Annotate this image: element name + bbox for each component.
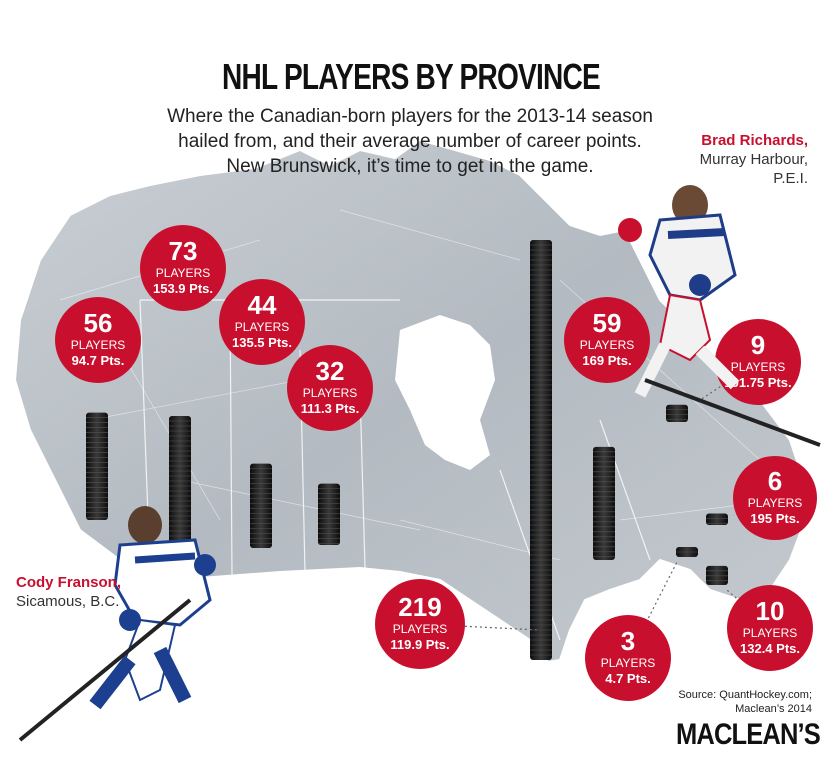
bubble-players-label: PLAYERS [743, 626, 797, 640]
puck-stack-body [666, 404, 688, 422]
puck-stack-body [86, 412, 108, 520]
bubble-value-label: 56 [84, 308, 113, 338]
cody-franson-player-image [18, 506, 216, 742]
puck-stacks [86, 240, 728, 660]
bubble-circle [219, 279, 305, 365]
bubble-points-label: 191.75 Pts. [724, 375, 791, 390]
bubble-circle [564, 297, 650, 383]
hudson-bay-shape [395, 315, 495, 470]
ice-texture [59, 209, 781, 561]
leader-line [627, 559, 679, 659]
bubble-points-label: 135.5 Pts. [232, 335, 292, 350]
bubble-points-label: 195 Pts. [750, 511, 799, 526]
puck-stack-bar [530, 240, 552, 660]
puck-stack-body [593, 446, 615, 560]
puck-stack-bar [593, 446, 615, 560]
player-caption-brad-richards: Brad Richards, Murray Harbour, P.E.I. [670, 131, 808, 188]
puck-stack-bar [676, 547, 698, 557]
puck-stack-bar [706, 565, 728, 585]
bubble-points-label: 111.3 Pts. [301, 401, 360, 416]
puck-stack-bar [250, 463, 272, 548]
puck-stack-bar [666, 404, 688, 422]
puck-stack-bar [318, 483, 340, 545]
bubble-value-label: 32 [316, 356, 345, 386]
bubble-circle [140, 225, 226, 311]
bubble-players-label: PLAYERS [748, 496, 802, 510]
subtitle-line: New Brunswick, it’s time to get in the g… [226, 156, 594, 177]
bubble-circle [375, 579, 465, 669]
player-caption-cody-franson: Cody Franson, Sicamous, B.C. [16, 573, 121, 611]
puck-stack-body [706, 513, 728, 525]
bubble-players-label: PLAYERS [601, 656, 655, 670]
bubble-points-label: 119.9 Pts. [390, 637, 449, 652]
bubble-players-label: PLAYERS [156, 266, 210, 280]
bubble-circle [55, 297, 141, 383]
bubble-circle [733, 456, 817, 540]
bubble-value-label: 219 [398, 592, 441, 622]
puck-stack-bar [706, 513, 728, 525]
bubble-players-label: PLAYERS [235, 320, 289, 334]
bubble-points-label: 94.7 Pts. [72, 353, 125, 368]
bubble-value-label: 9 [751, 330, 765, 360]
bubble-value-label: 6 [768, 466, 782, 496]
bubble-value-label: 59 [593, 308, 622, 338]
player-name: Brad Richards, [701, 132, 808, 149]
logo-text: MACLEAN’S [676, 718, 821, 751]
bubble-circle [585, 615, 671, 701]
puck-stack-body [318, 483, 340, 545]
bubble-players-label: PLAYERS [303, 386, 357, 400]
subtitle-line: hailed from, and their average number of… [178, 131, 642, 152]
source-line: Source: QuantHockey.com; [678, 689, 812, 701]
bubble-value-label: 44 [248, 290, 277, 320]
bubble-value-label: 10 [756, 596, 785, 626]
source-line: Maclean’s 2014 [735, 703, 812, 715]
chart-subtitle: Where the Canadian-born players for the … [150, 104, 670, 179]
macleans-logo: MACLEAN’S [676, 718, 821, 752]
bubble-points-label: 4.7 Pts. [605, 671, 651, 686]
bubble-value-label: 73 [169, 236, 198, 266]
bubble-players-label: PLAYERS [731, 360, 785, 374]
player-hometown: Murray Harbour, P.E.I. [699, 151, 808, 187]
bubble-players-label: PLAYERS [71, 338, 125, 352]
bubble-circle [715, 319, 801, 405]
brad-richards-player-image [618, 185, 821, 447]
bubble-circle [287, 345, 373, 431]
puck-stack-bar [169, 416, 191, 556]
bubble-points-label: 153.9 Pts. [153, 281, 213, 296]
puck-stack-body [250, 463, 272, 548]
bubble-value-label: 3 [621, 626, 635, 656]
source-note: Source: QuantHockey.com; Maclean’s 2014 [672, 688, 812, 716]
bubble-players-label: PLAYERS [393, 622, 447, 636]
player-hometown: Sicamous, B.C. [16, 593, 120, 610]
bubble-points-label: 132.4 Pts. [740, 641, 800, 656]
bubble-circle [727, 585, 813, 671]
subtitle-line: Where the Canadian-born players for the … [167, 106, 653, 127]
chart-title: NHL PLAYERS BY PROVINCE [222, 56, 601, 97]
bubble-points-label: 169 Pts. [582, 353, 631, 368]
player-name: Cody Franson, [16, 574, 122, 591]
puck-stack-bar [86, 412, 108, 520]
bubble-players-label: PLAYERS [580, 338, 634, 352]
puck-stack-body [706, 565, 728, 585]
